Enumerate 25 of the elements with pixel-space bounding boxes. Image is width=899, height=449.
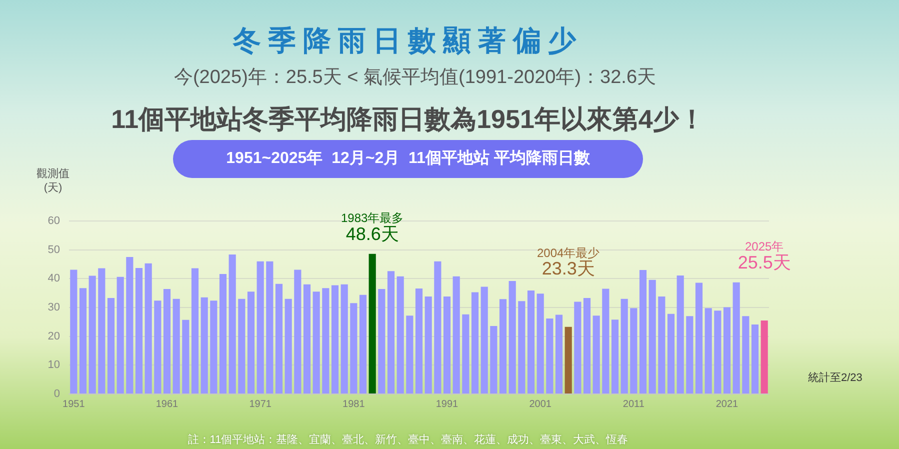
chart-subtitle: 今(2025)年：25.5天 < 氣候平均值(1991-2020年)：32.6天 xyxy=(172,66,658,90)
x-tick-label: 1961 xyxy=(156,398,179,410)
y-axis-title: 觀測值(天) xyxy=(36,167,70,195)
text: 統計至2/23 xyxy=(808,370,862,385)
y-tick-label: 50 xyxy=(48,244,60,256)
y-tick-label: 20 xyxy=(48,330,60,342)
y-tick-label: 60 xyxy=(48,215,60,228)
data-label: 2025年 25.5天 xyxy=(738,240,791,272)
x-tick-label: 1991 xyxy=(436,398,459,410)
chart-title: 冬季降雨日數顯著偏少 xyxy=(232,24,584,58)
y-tick-label: 30 xyxy=(48,302,60,314)
y-tick-label: 10 xyxy=(48,359,60,372)
text: 11個平地站冬季平均降雨日數為1951年以來第4少！ xyxy=(110,103,706,136)
text: 註：11個平地站：基隆、宜蘭、臺北、新竹、臺中、臺南、花蓮、成功、臺東、大武、恆春 xyxy=(186,432,630,447)
y-tick-label: 0 xyxy=(54,388,60,400)
x-tick-label: 2021 xyxy=(716,398,739,410)
text: 1951~2025年 12月~2月 11個平地站 平均降雨日數 xyxy=(173,140,643,178)
x-tick-label: 1981 xyxy=(342,398,366,410)
y-tick-label: 40 xyxy=(48,272,60,285)
data-label: 1983年最多 48.6天 xyxy=(340,211,404,244)
x-tick-label: 2011 xyxy=(622,398,645,410)
x-tick-label: 1951 xyxy=(62,398,86,410)
x-tick-label: 1971 xyxy=(249,398,272,410)
data-label: 2004年最少 23.3天 xyxy=(536,246,600,279)
x-tick-label: 2001 xyxy=(529,398,552,410)
